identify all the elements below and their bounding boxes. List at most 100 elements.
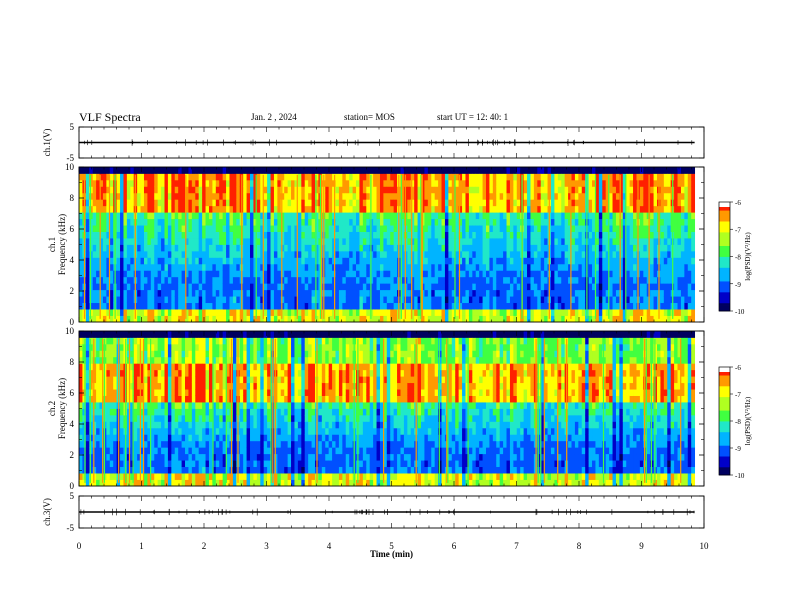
spectrogram-cell xyxy=(383,257,388,265)
spectrogram-cell xyxy=(677,225,682,232)
spectrogram-cell xyxy=(219,270,224,278)
spectrogram-cell xyxy=(650,309,654,316)
spectrogram-cell xyxy=(79,173,83,181)
spectrogram-cell xyxy=(499,244,504,252)
spectrogram-cell xyxy=(451,212,456,220)
spectrogram-cell xyxy=(588,212,593,220)
spectrogram-cell xyxy=(438,296,442,304)
spectrogram-cell xyxy=(171,173,176,181)
spectrogram-cell xyxy=(198,238,203,245)
spectrogram-cell xyxy=(561,296,566,304)
spectrogram-cell xyxy=(424,289,429,297)
spectrogram-cell xyxy=(369,218,374,226)
spectrogram-cell xyxy=(414,309,418,316)
spectrogram-cell xyxy=(609,302,613,310)
spectrogram-cell xyxy=(424,263,429,271)
spectrogram-cell xyxy=(198,309,203,316)
spectrogram-cell xyxy=(92,421,97,429)
spectrogram-cell xyxy=(499,296,504,304)
spectrogram-cell xyxy=(369,270,374,278)
spectrogram-cell xyxy=(561,302,566,310)
spectrogram-cell xyxy=(540,231,545,239)
spectrogram-cell xyxy=(174,218,179,226)
spectrogram-cell xyxy=(530,283,535,291)
spectrogram-cell xyxy=(468,192,473,200)
spectrogram-cell xyxy=(379,205,384,213)
spectrogram-cell xyxy=(126,402,131,409)
spectrogram-cell xyxy=(407,250,412,258)
spectrogram-cell xyxy=(393,244,398,252)
spectrogram-cell xyxy=(85,302,90,310)
spectrogram-cell xyxy=(489,231,494,239)
spectrogram-cell xyxy=(571,283,576,291)
spectrogram-cell xyxy=(212,283,217,291)
spectrogram-cell xyxy=(256,263,261,271)
spectrogram-cell xyxy=(181,179,186,187)
spectrogram-cell xyxy=(273,250,278,258)
spectrogram-cell xyxy=(564,231,569,239)
spectrogram-cell xyxy=(85,244,90,252)
spectrogram-cell xyxy=(140,231,145,239)
spectrogram-cell xyxy=(509,250,514,258)
spectrogram-cell xyxy=(304,296,309,304)
spectrogram-cell xyxy=(550,302,555,310)
spectrogram-cell xyxy=(639,218,644,226)
spectrogram-cell xyxy=(458,302,463,310)
spectrogram-cell xyxy=(89,218,94,226)
spectrogram-cell xyxy=(349,309,354,316)
spectrogram-cell xyxy=(85,238,90,245)
spectrogram-cell xyxy=(366,179,371,187)
spectrogram-cell xyxy=(362,315,367,323)
spectrogram-cell xyxy=(602,270,607,278)
spectrogram-cell xyxy=(407,309,412,316)
spectrogram-cell xyxy=(167,263,172,271)
spectrogram-cell xyxy=(362,167,367,174)
spectrogram-cell xyxy=(540,270,545,278)
spectrogram-cell xyxy=(89,186,94,194)
spectrogram-cell xyxy=(260,179,265,187)
spectrogram-cell xyxy=(622,257,627,265)
spectrogram-cell xyxy=(291,315,295,323)
spectrogram-cell xyxy=(79,337,83,345)
spectrogram-cell xyxy=(256,218,261,226)
spectrogram-cell xyxy=(530,302,535,310)
spectrogram-cell xyxy=(557,257,562,265)
spectrogram-cell xyxy=(379,179,384,187)
spectrogram-cell xyxy=(393,309,398,316)
spectrogram-cell xyxy=(147,179,152,187)
spectrogram-cell xyxy=(345,289,350,297)
spectrogram-cell xyxy=(509,173,514,181)
spectrogram-cell xyxy=(400,205,405,213)
spectrogram-cell xyxy=(595,199,600,207)
spectrogram-cell xyxy=(96,309,100,316)
spectrogram-cell xyxy=(667,270,672,278)
spectrogram-cell xyxy=(441,192,446,200)
spectrogram-cell xyxy=(229,276,234,284)
spectrogram-cell xyxy=(342,283,347,291)
spectrogram-cell xyxy=(356,238,360,245)
spectrogram-cell xyxy=(130,466,135,474)
spectrogram-cell xyxy=(691,276,696,284)
spectrogram-cell xyxy=(208,244,213,252)
spectrogram-cell xyxy=(393,179,398,187)
spectrogram-cell xyxy=(550,212,555,220)
spectrogram-cell xyxy=(147,343,152,351)
spectrogram-cell xyxy=(393,173,398,181)
spectrogram-cell xyxy=(89,192,94,200)
spectrogram-cell xyxy=(308,173,312,181)
spectrogram-cell xyxy=(414,302,418,310)
spectrogram-cell xyxy=(137,460,141,468)
spectrogram-cell xyxy=(208,276,213,284)
spectrogram-cell xyxy=(434,309,439,316)
spectrogram-cell xyxy=(352,199,357,207)
spectrogram-cell xyxy=(386,199,391,207)
spectrogram-cell xyxy=(369,276,374,284)
spectrogram-cell xyxy=(619,199,624,207)
spectrogram-cell xyxy=(150,289,155,297)
spectrogram-cell xyxy=(123,309,128,316)
spectrogram-cell xyxy=(489,250,494,258)
spectrogram-cell xyxy=(92,205,97,213)
spectrogram-cell xyxy=(379,212,384,220)
spectrogram-cell xyxy=(335,315,340,323)
spectrogram-cell xyxy=(256,250,261,258)
